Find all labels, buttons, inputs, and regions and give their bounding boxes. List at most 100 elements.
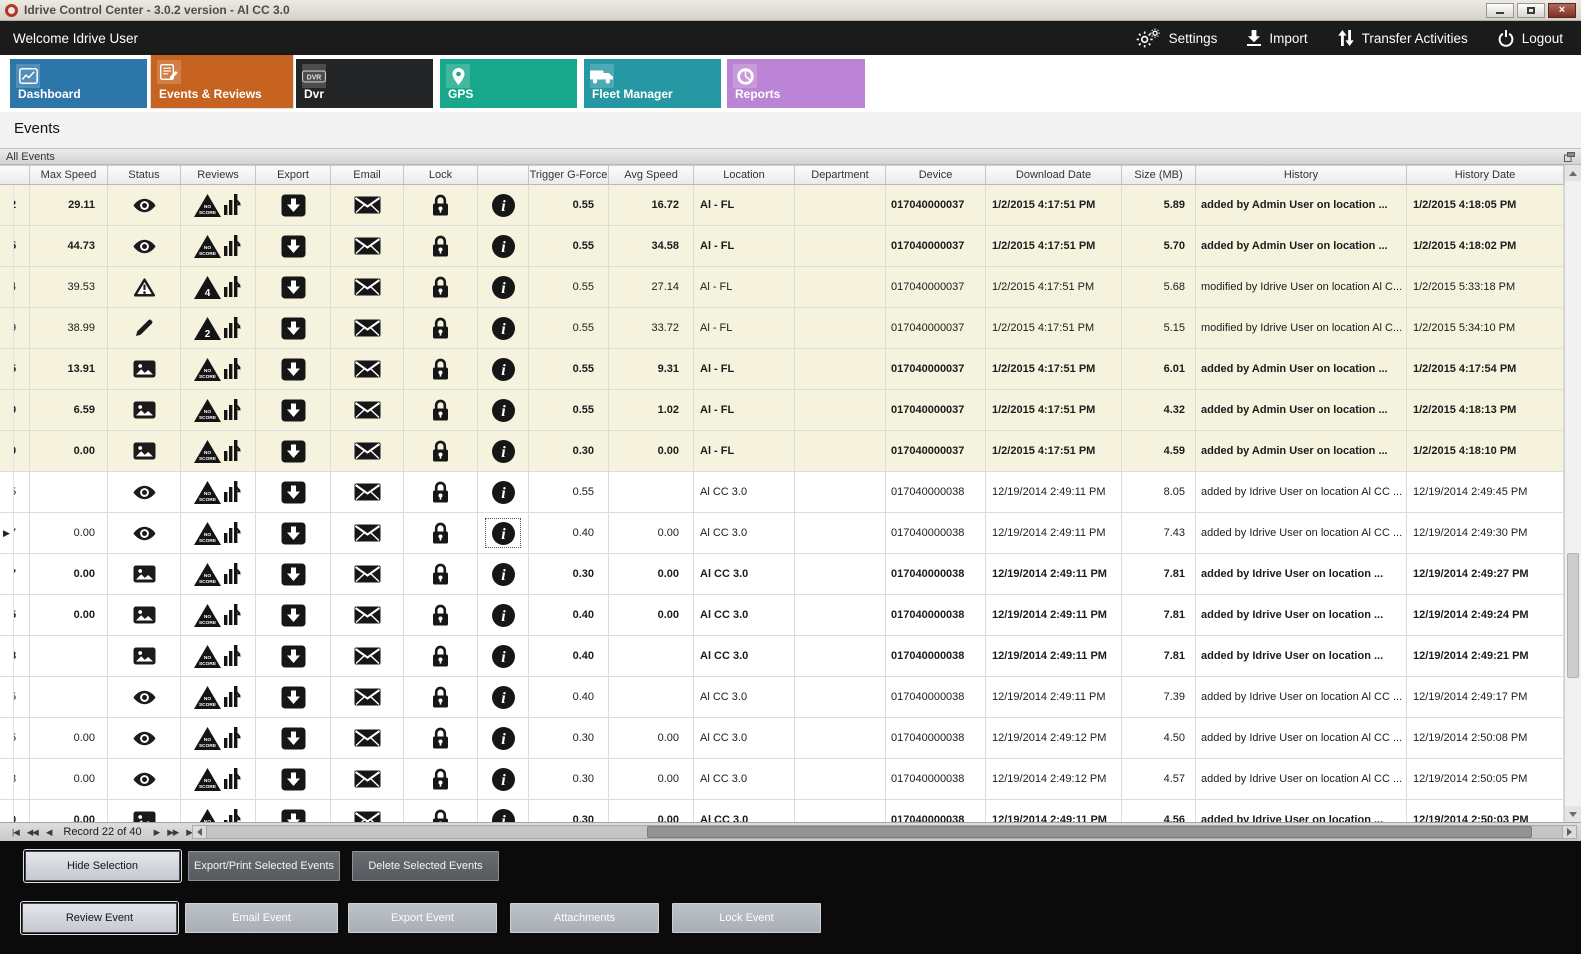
lock-cell[interactable] — [404, 595, 478, 636]
info-cell[interactable]: i — [478, 349, 529, 390]
status-cell[interactable] — [108, 226, 181, 267]
lock-cell[interactable] — [404, 185, 478, 226]
email-cell[interactable] — [331, 595, 404, 636]
column-header-dl[interactable]: Download Date — [986, 165, 1122, 185]
email-cell[interactable] — [331, 636, 404, 677]
export-cell[interactable] — [256, 349, 331, 390]
export-cell[interactable] — [256, 800, 331, 822]
lock-event-button[interactable]: Lock Event — [672, 903, 821, 933]
column-header-max[interactable]: Max Speed — [30, 165, 108, 185]
nav-next-button[interactable]: ▶ — [153, 826, 161, 837]
tab-dashboard[interactable]: Dashboard — [10, 59, 147, 108]
settings-button[interactable]: Settings — [1136, 28, 1217, 48]
nav-first-button[interactable]: |◀ — [12, 826, 20, 837]
tab-fleet-manager[interactable]: Fleet Manager — [584, 59, 721, 108]
status-cell[interactable] — [108, 267, 181, 308]
info-cell[interactable]: i — [478, 431, 529, 472]
logout-button[interactable]: Logout — [1498, 29, 1563, 47]
lock-cell[interactable] — [404, 718, 478, 759]
minimize-button[interactable] — [1486, 2, 1514, 18]
hscroll-right-button[interactable] — [1562, 825, 1577, 839]
lock-cell[interactable] — [404, 800, 478, 822]
email-event-button[interactable]: Email Event — [185, 903, 338, 933]
email-cell[interactable] — [331, 308, 404, 349]
status-cell[interactable] — [108, 472, 181, 513]
status-cell[interactable] — [108, 718, 181, 759]
status-cell[interactable] — [108, 677, 181, 718]
email-cell[interactable] — [331, 759, 404, 800]
status-cell[interactable] — [108, 185, 181, 226]
vscroll-down-button[interactable] — [1565, 806, 1581, 822]
export-cell[interactable] — [256, 472, 331, 513]
export-print-selected-events-button[interactable]: Export/Print Selected Events — [188, 851, 340, 881]
lock-cell[interactable] — [404, 390, 478, 431]
status-cell[interactable] — [108, 513, 181, 554]
hide-selection-button[interactable]: Hide Selection — [23, 849, 182, 883]
status-cell[interactable] — [108, 800, 181, 822]
email-cell[interactable] — [331, 472, 404, 513]
attachments-button[interactable]: Attachments — [510, 903, 659, 933]
export-cell[interactable] — [256, 308, 331, 349]
export-cell[interactable] — [256, 390, 331, 431]
info-cell[interactable]: i — [478, 390, 529, 431]
email-cell[interactable] — [331, 226, 404, 267]
email-cell[interactable] — [331, 267, 404, 308]
lock-cell[interactable] — [404, 308, 478, 349]
email-cell[interactable] — [331, 349, 404, 390]
lock-cell[interactable] — [404, 677, 478, 718]
info-cell[interactable]: i — [478, 267, 529, 308]
import-button[interactable]: Import — [1247, 30, 1308, 46]
vscroll-thumb[interactable] — [1567, 553, 1579, 678]
status-cell[interactable] — [108, 759, 181, 800]
delete-selected-events-button[interactable]: Delete Selected Events — [352, 851, 499, 881]
status-cell[interactable] — [108, 308, 181, 349]
export-cell[interactable] — [256, 185, 331, 226]
column-header-device[interactable]: Device — [886, 165, 986, 185]
hscroll-left-button[interactable] — [192, 825, 207, 839]
info-cell[interactable]: i — [478, 595, 529, 636]
info-cell[interactable]: i — [478, 554, 529, 595]
info-cell[interactable]: i — [478, 226, 529, 267]
column-header-loc[interactable]: Location — [694, 165, 795, 185]
lock-cell[interactable] — [404, 226, 478, 267]
lock-cell[interactable] — [404, 513, 478, 554]
email-cell[interactable] — [331, 677, 404, 718]
column-header-export[interactable]: Export — [256, 165, 331, 185]
column-header-trigger[interactable]: Trigger G-Force — [529, 165, 609, 185]
info-cell[interactable]: i — [478, 636, 529, 677]
info-cell[interactable]: i — [478, 185, 529, 226]
nav-prev-button[interactable]: ◀ — [45, 826, 53, 837]
export-event-button[interactable]: Export Event — [348, 903, 497, 933]
column-header-lock[interactable]: Lock — [404, 165, 478, 185]
email-cell[interactable] — [331, 431, 404, 472]
lock-cell[interactable] — [404, 349, 478, 390]
info-cell[interactable]: i — [478, 800, 529, 822]
status-cell[interactable] — [108, 554, 181, 595]
export-cell[interactable] — [256, 595, 331, 636]
status-cell[interactable] — [108, 349, 181, 390]
vertical-scrollbar[interactable] — [1564, 165, 1581, 822]
email-cell[interactable] — [331, 554, 404, 595]
popout-icon[interactable] — [1564, 151, 1575, 162]
column-header-dept[interactable]: Department — [795, 165, 886, 185]
tab-reports[interactable]: Reports — [727, 59, 865, 108]
vscroll-up-button[interactable] — [1565, 165, 1581, 181]
email-cell[interactable] — [331, 513, 404, 554]
info-cell[interactable]: i — [478, 759, 529, 800]
